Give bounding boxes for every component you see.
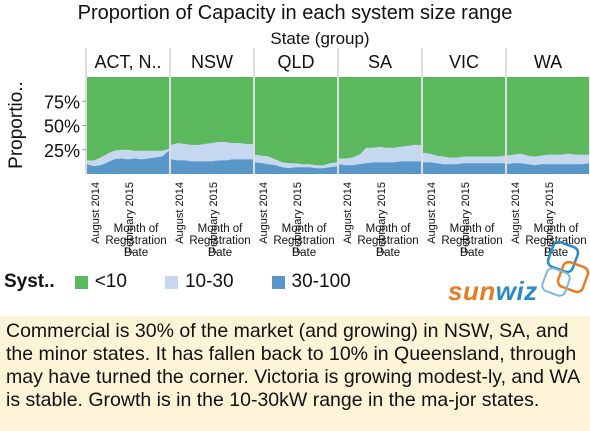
x-axis-label: Date — [124, 247, 148, 259]
x-axis-label: Month of — [450, 223, 496, 235]
chart: State (group) Proportio.. 75% 50% 25% ACT, … — [6, 29, 589, 259]
legend-label-medium: 10-30 — [184, 271, 234, 292]
x-tick-label: February 2015 — [292, 182, 304, 254]
caption-text: Commercial is 30% of the market (and gro… — [0, 316, 590, 431]
x-axis-label: Date — [208, 247, 232, 259]
y-axis-label: Proportio.. — [6, 81, 27, 169]
x-tick-label: February 2015 — [460, 182, 472, 254]
legend-swatch-medium — [164, 275, 178, 289]
x-axis-label: Registration — [105, 235, 166, 247]
area-large-systems — [255, 162, 337, 174]
legend-label-small: <10 — [94, 271, 127, 292]
x-tick-label: August 2014 — [174, 182, 186, 244]
facet-header: State (group) — [270, 29, 369, 48]
logo-wordmark: sunwiz — [448, 276, 538, 306]
sunwiz-logo: sunwiz — [440, 238, 590, 318]
legend-title: Syst.. — [4, 271, 55, 292]
logo-squares-icon — [541, 240, 590, 297]
y-axis: Proportio.. 75% 50% 25% — [6, 81, 86, 169]
x-axis-label: Registration — [525, 235, 586, 247]
area-large-systems — [339, 161, 421, 174]
legend-swatch-large — [271, 275, 285, 289]
x-tick-label: August 2014 — [426, 182, 438, 244]
x-axis-label: Registration — [273, 235, 334, 247]
x-axis-label: Registration — [357, 235, 418, 247]
x-axis-label: Date — [292, 247, 316, 259]
area-large-systems — [423, 162, 505, 174]
area-large-systems — [171, 159, 253, 174]
legend: Syst.. <10 10-30 30-100 — [4, 270, 389, 294]
x-axis-label: Date — [460, 247, 484, 259]
chart-title: Proportion of Capacity in each system si… — [77, 2, 513, 24]
panel-header: WA — [534, 52, 562, 72]
x-axis-label: Month of — [534, 223, 580, 235]
panel-header: VIC — [449, 52, 479, 72]
x-axis-label: Month of — [114, 223, 160, 235]
x-axis-label: Registration — [189, 235, 250, 247]
panel-header: QLD — [277, 52, 314, 72]
x-axis-label: Month of — [198, 223, 244, 235]
area-large-systems — [507, 163, 589, 174]
x-tick-label: August 2014 — [342, 182, 354, 244]
panels: ACT, N.. NSW QLD SA VIC WA — [85, 48, 589, 174]
panel-header: SA — [368, 52, 392, 72]
x-tick-label: February 2015 — [208, 182, 220, 254]
panel-header: NSW — [191, 52, 233, 72]
y-tick-label: 50% — [44, 117, 80, 137]
legend-swatch-small — [74, 275, 88, 289]
x-axis-label: Registration — [441, 235, 502, 247]
x-tick-label: February 2015 — [376, 182, 388, 254]
x-axis-label: Month of — [366, 223, 412, 235]
y-tick-label: 75% — [44, 92, 80, 112]
panel-header: ACT, N.. — [94, 52, 161, 72]
legend-item-medium[interactable]: 10-30 — [164, 271, 234, 293]
facet-label: State (group) — [270, 29, 369, 48]
x-tick-label: August 2014 — [90, 182, 102, 244]
legend-label-large: 30-100 — [291, 271, 351, 292]
x-tick-label: February 2015 — [124, 182, 136, 254]
x-axis-label: Month of — [282, 223, 328, 235]
x-tick-label: February 2015 — [544, 182, 556, 254]
x-tick-label: August 2014 — [510, 182, 522, 244]
x-axis-label: Date — [376, 247, 400, 259]
legend-item-small[interactable]: <10 — [74, 271, 127, 293]
x-tick-label: August 2014 — [258, 182, 270, 244]
area-large-systems — [87, 150, 169, 174]
y-tick-label: 25% — [44, 141, 80, 161]
legend-item-large[interactable]: 30-100 — [271, 271, 351, 293]
